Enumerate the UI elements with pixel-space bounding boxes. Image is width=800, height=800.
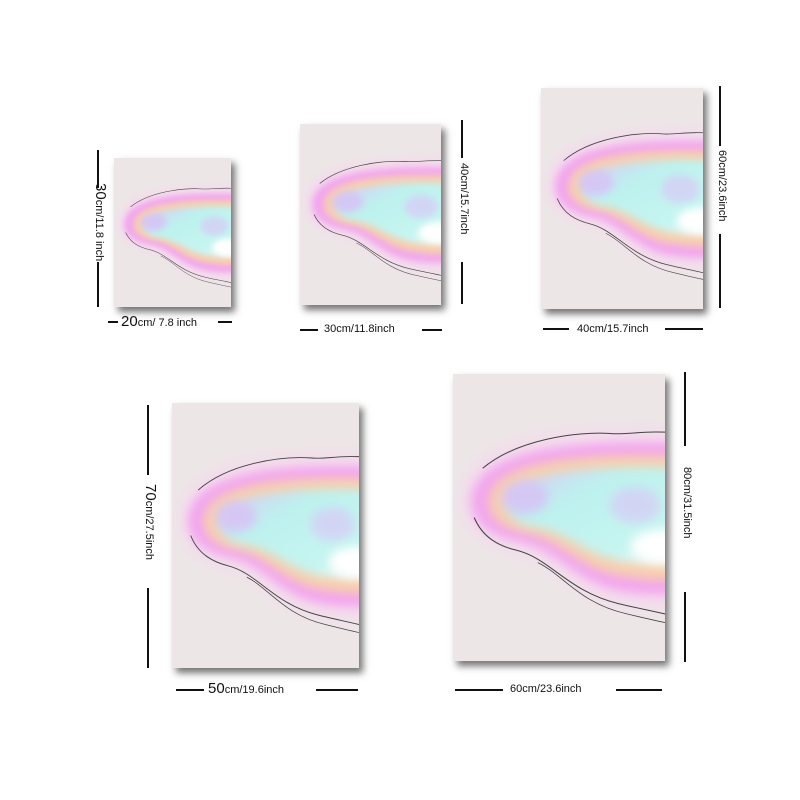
width-dimension-line xyxy=(176,689,204,691)
height-label-40x60: 60cm/23.6inch xyxy=(716,150,728,222)
width-dimension-line xyxy=(300,329,318,331)
height-dimension-line xyxy=(719,234,721,308)
width-label-60x80: 60cm/23.6inch xyxy=(510,683,582,695)
canvas-30x40 xyxy=(300,124,441,305)
width-label-30x40: 30cm/11.8inch xyxy=(324,323,395,335)
width-label-40x60: 40cm/15.7inch xyxy=(577,323,649,335)
width-dimension-line xyxy=(616,689,662,691)
height-dimension-line xyxy=(461,262,463,304)
width-dimension-line xyxy=(543,328,569,330)
height-dimension-line xyxy=(147,588,149,668)
width-dimension-line xyxy=(422,329,442,331)
width-label-20x30: 20cm/ 7.8 inch xyxy=(121,313,197,330)
abstract-aura-artwork xyxy=(453,374,665,661)
width-label-50x70: 50cm/19.6inch xyxy=(208,680,284,697)
height-label-50x70: 70cm/27.5inch xyxy=(142,484,159,560)
width-dimension-line xyxy=(108,321,118,323)
height-dimension-line xyxy=(461,120,463,158)
canvas-60x80 xyxy=(453,374,665,661)
width-dimension-line xyxy=(665,328,703,330)
width-dimension-line xyxy=(455,689,503,691)
abstract-aura-artwork xyxy=(300,124,441,305)
height-label-30x40: 40cm/15.7inch xyxy=(458,163,470,235)
canvas-20x30 xyxy=(114,158,231,307)
height-dimension-line xyxy=(719,86,721,146)
height-dimension-line xyxy=(97,150,99,188)
width-dimension-line xyxy=(218,321,232,323)
abstract-aura-artwork xyxy=(172,403,359,668)
abstract-aura-artwork xyxy=(114,158,231,307)
height-dimension-line xyxy=(684,592,686,662)
canvas-40x60 xyxy=(541,88,703,309)
height-label-60x80: 80cm/31.5inch xyxy=(681,467,693,539)
abstract-aura-artwork xyxy=(541,88,703,309)
width-dimension-line xyxy=(316,689,358,691)
height-label-20x30: 30cm/11.8 inch xyxy=(92,183,109,262)
height-dimension-line xyxy=(147,405,149,475)
canvas-50x70 xyxy=(172,403,359,668)
height-dimension-line xyxy=(684,372,686,446)
height-dimension-line xyxy=(97,262,99,307)
